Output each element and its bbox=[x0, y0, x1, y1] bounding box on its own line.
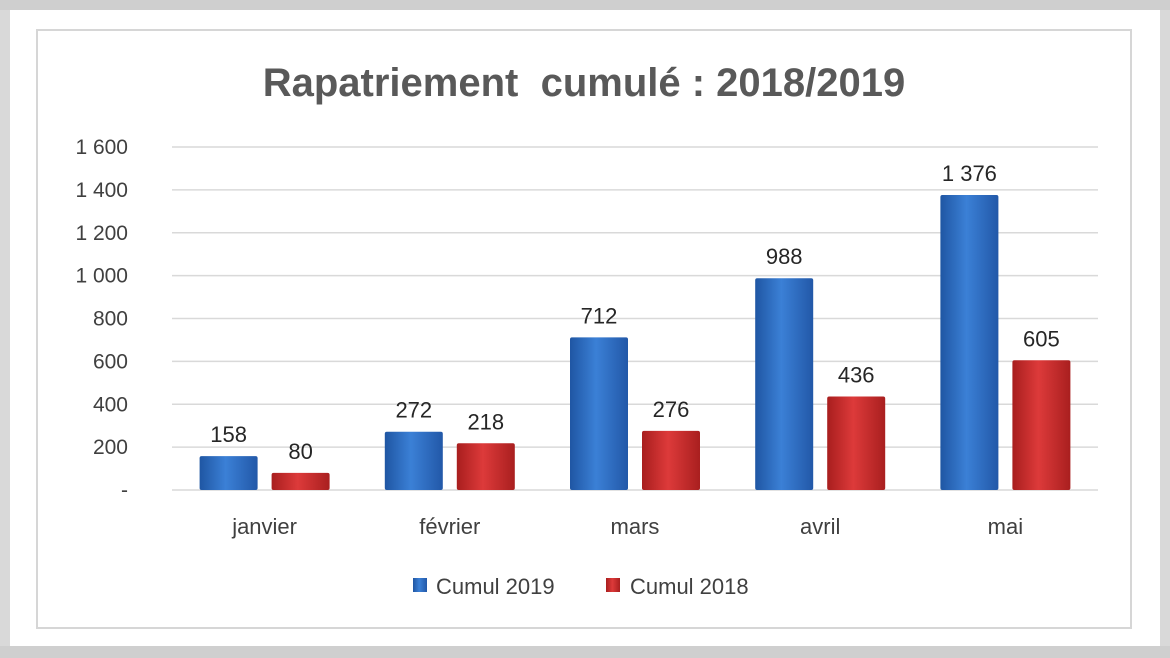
top-band bbox=[0, 0, 1170, 10]
bar-cumul-2018 bbox=[456, 443, 515, 490]
data-label: 605 bbox=[1023, 326, 1060, 351]
data-label: 218 bbox=[467, 409, 504, 434]
bar-cumul-2019 bbox=[940, 195, 999, 490]
bar-cumul-2018 bbox=[271, 472, 330, 490]
data-label: 1 376 bbox=[942, 161, 997, 186]
legend-label: Cumul 2019 bbox=[436, 574, 555, 599]
y-tick-label: 1 600 bbox=[75, 136, 128, 159]
bars bbox=[199, 195, 1071, 490]
data-label: 272 bbox=[395, 398, 432, 423]
bottom-band bbox=[0, 646, 1170, 658]
data-label: 80 bbox=[288, 439, 312, 464]
bar-cumul-2019 bbox=[755, 278, 814, 490]
bar-cumul-2019 bbox=[199, 456, 258, 490]
x-category-label: janvier bbox=[231, 514, 297, 539]
data-label: 158 bbox=[210, 422, 247, 447]
y-tick-label: 1 000 bbox=[75, 265, 128, 288]
chart-title: Rapatriement cumulé : 2018/2019 bbox=[263, 61, 906, 105]
legend-swatch bbox=[413, 578, 427, 592]
bar-cumul-2018 bbox=[827, 396, 886, 490]
x-category-label: mai bbox=[988, 514, 1023, 539]
legend: Cumul 2019 Cumul 2018 bbox=[413, 574, 749, 599]
data-labels: 158 80 272 218 712 276 988 436 1 376 605 bbox=[210, 161, 1060, 464]
x-category-label: avril bbox=[800, 514, 840, 539]
y-tick-label: 1 400 bbox=[75, 179, 128, 202]
data-label: 276 bbox=[653, 397, 690, 422]
bar-cumul-2018 bbox=[1012, 360, 1071, 490]
y-tick-label: - bbox=[121, 479, 128, 502]
y-tick-label: 400 bbox=[93, 393, 128, 416]
legend-label: Cumul 2018 bbox=[630, 574, 749, 599]
y-tick-label: 200 bbox=[93, 436, 128, 459]
legend-swatch bbox=[606, 578, 620, 592]
data-label: 436 bbox=[838, 363, 875, 388]
y-axis-ticks: - 200 400 600 800 1 000 1 200 1 400 1 600 bbox=[75, 136, 128, 502]
bar-cumul-2019 bbox=[570, 337, 628, 490]
y-tick-label: 1 200 bbox=[75, 222, 128, 245]
x-category-label: mars bbox=[611, 514, 660, 539]
y-tick-label: 800 bbox=[93, 308, 128, 331]
bar-cumul-2018 bbox=[642, 430, 700, 490]
x-category-label: février bbox=[419, 514, 480, 539]
data-label: 988 bbox=[766, 244, 803, 269]
x-axis-categories: janvier février mars avril mai bbox=[231, 514, 1023, 539]
y-tick-label: 600 bbox=[93, 350, 128, 373]
data-label: 712 bbox=[581, 303, 618, 328]
bar-cumul-2019 bbox=[384, 431, 443, 490]
